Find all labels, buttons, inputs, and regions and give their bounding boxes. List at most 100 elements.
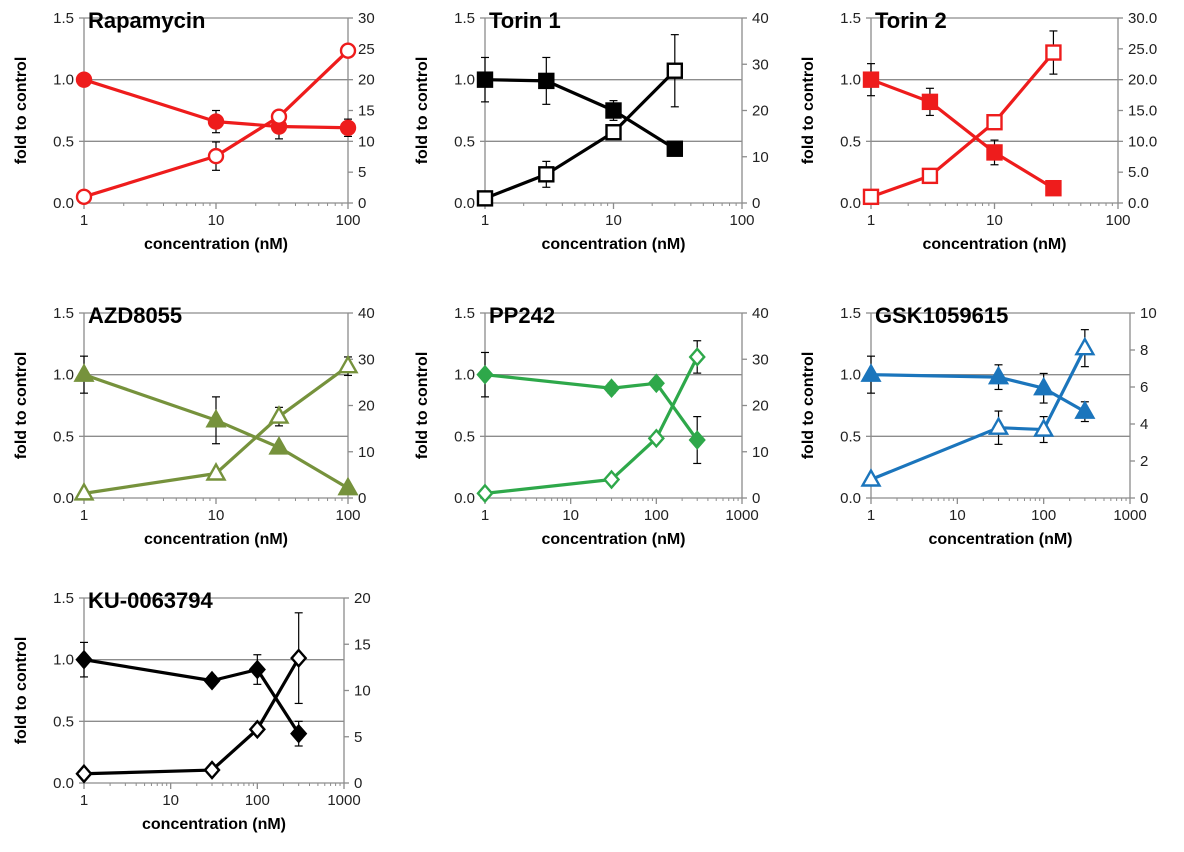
x-tick-label: 10 — [208, 212, 225, 229]
y-tick-label: 0.5 — [454, 133, 475, 150]
data-point — [476, 71, 494, 88]
data-point — [987, 365, 1010, 385]
y2-tick-label: 40 — [358, 305, 375, 322]
chart-title: KU-0063794 — [88, 588, 214, 613]
data-point — [688, 430, 706, 450]
y2-tick-label: 20 — [752, 398, 769, 415]
y-tick-label: 1.5 — [454, 305, 475, 322]
y-tick-label: 0.5 — [53, 428, 74, 445]
chart-panel-7: 0.0 0.5 1.0 1.5 0 5 10 15 20 1 10 100 1000 concentrat… — [13, 588, 371, 833]
series-line — [83, 658, 301, 735]
y-tick-label: 0.0 — [454, 195, 475, 212]
y-tick-label: 1.5 — [53, 305, 74, 322]
x-tick-label: 100 — [644, 507, 669, 524]
series-line — [870, 51, 1055, 199]
series-line — [870, 373, 1086, 414]
chart-title: Torin 2 — [875, 8, 947, 33]
data-point — [207, 147, 225, 165]
series-left-axis — [476, 351, 706, 465]
data-point — [1045, 44, 1062, 61]
data-point — [203, 670, 221, 691]
y2-tick-label: 40 — [752, 10, 769, 27]
y2-tick-label: 0.0 — [1128, 195, 1149, 212]
series-line — [83, 49, 350, 199]
y2-tick-label: 20 — [358, 72, 375, 89]
x-tick-label: 10 — [208, 507, 225, 524]
y-axis-label: fold to control — [13, 352, 30, 460]
series-right-axis — [860, 329, 1096, 487]
y2-tick-label: 0 — [752, 195, 760, 212]
x-tick-label: 1 — [80, 792, 88, 809]
chart-title: Rapamycin — [88, 8, 205, 33]
data-point — [75, 763, 93, 784]
y-axis-label: fold to control — [13, 637, 30, 745]
x-tick-label: 10 — [986, 212, 1003, 229]
y-tick-label: 1.0 — [53, 652, 74, 669]
series-left-axis — [860, 355, 1096, 423]
x-tick-label: 1 — [80, 507, 88, 524]
data-point — [248, 659, 266, 680]
data-point — [602, 469, 621, 490]
data-point — [921, 167, 939, 185]
y2-tick-label: 30 — [358, 10, 375, 27]
y2-tick-label: 0 — [1140, 490, 1148, 507]
data-point — [862, 188, 880, 206]
y2-tick-label: 5.0 — [1128, 164, 1149, 181]
x-axis-label: concentration (nM) — [542, 531, 686, 548]
series-line — [484, 356, 699, 495]
data-point — [538, 166, 555, 183]
series-right-axis — [476, 340, 706, 504]
series-line — [83, 78, 349, 130]
data-point — [75, 71, 93, 88]
y2-tick-label: 30 — [752, 351, 769, 368]
y-tick-label: 1.0 — [840, 367, 861, 384]
y2-tick-label: 0 — [358, 490, 366, 507]
chart-panel-3: 0.0 0.5 1.0 1.5 0.0 5.0 10.0 15.0 20.0 25.0 30.0 1 1… — [800, 8, 1157, 253]
y-tick-label: 0.5 — [454, 428, 475, 445]
x-tick-label: 1000 — [1113, 507, 1146, 524]
data-point — [647, 428, 665, 449]
data-point — [921, 93, 939, 111]
data-point — [268, 405, 290, 424]
chart-title: GSK1059615 — [875, 303, 1008, 328]
data-point — [538, 72, 555, 90]
y2-tick-label: 20 — [354, 590, 371, 607]
data-point — [1033, 376, 1055, 396]
x-axis-label: concentration (nM) — [144, 531, 288, 548]
chart-title: Torin 1 — [489, 8, 561, 33]
y-tick-label: 1.5 — [53, 10, 74, 27]
x-axis-label: concentration (nM) — [923, 236, 1067, 253]
x-tick-label: 1 — [867, 212, 875, 229]
y-tick-label: 0.5 — [840, 133, 861, 150]
data-point — [1074, 336, 1096, 356]
series-line — [83, 657, 301, 776]
x-tick-label: 10 — [162, 792, 179, 809]
y-tick-label: 1.0 — [53, 367, 74, 384]
data-point — [205, 408, 227, 428]
y2-tick-label: 10 — [752, 444, 769, 461]
data-point — [73, 363, 95, 382]
chart-panel-6: 0.0 0.5 1.0 1.5 0 2 4 6 8 10 1 10 100 1000 concentrati… — [800, 303, 1157, 548]
y2-tick-label: 20 — [358, 398, 375, 415]
data-point — [476, 190, 494, 207]
y2-tick-label: 10 — [1140, 305, 1157, 322]
y2-tick-label: 10 — [752, 149, 769, 166]
chart-panel-1: 0.0 0.5 1.0 1.5 0 5 10 15 20 25 30 1 10 100 concentrat… — [13, 8, 375, 253]
y2-tick-label: 10 — [358, 444, 375, 461]
chart-panel-2: 0.0 0.5 1.0 1.5 0 10 20 30 40 1 10 100 concentration… — [414, 8, 769, 253]
y2-tick-label: 40 — [752, 305, 769, 322]
x-tick-label: 100 — [245, 792, 270, 809]
y-tick-label: 0.5 — [840, 428, 861, 445]
series-right-axis — [75, 612, 308, 784]
data-point — [605, 102, 622, 119]
y2-tick-label: 10 — [358, 133, 375, 150]
series-right-axis — [75, 42, 357, 206]
y2-tick-label: 30 — [752, 56, 769, 73]
y2-tick-label: 0 — [752, 490, 760, 507]
series-line — [83, 373, 349, 490]
y2-tick-label: 8 — [1140, 342, 1148, 359]
chart-panel-5: 0.0 0.5 1.0 1.5 0 10 20 30 40 1 10 100 1000 concentra… — [414, 303, 769, 548]
x-tick-label: 100 — [729, 212, 754, 229]
y2-tick-label: 2 — [1140, 453, 1148, 470]
